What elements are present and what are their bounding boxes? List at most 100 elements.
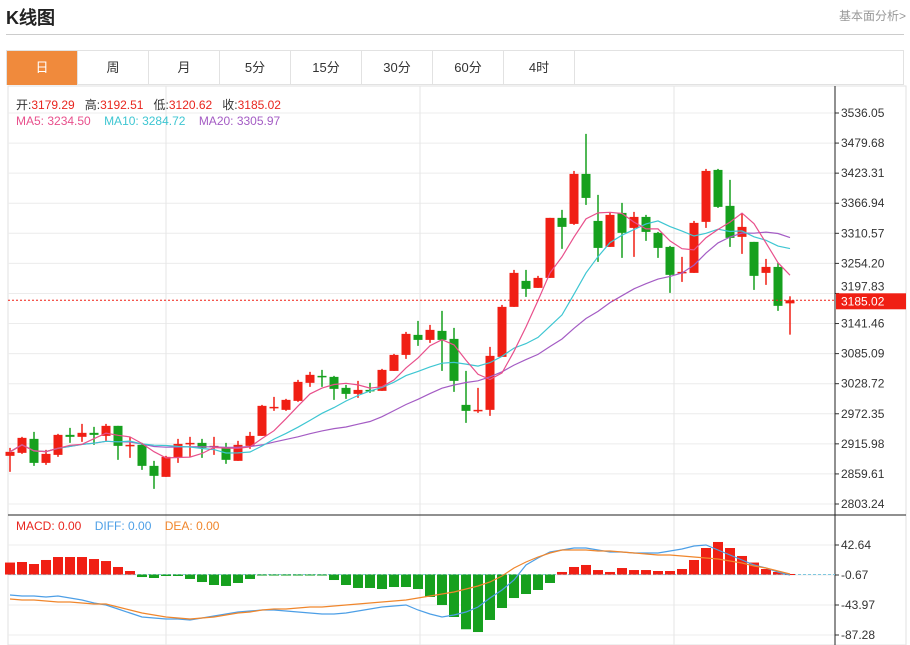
- macd-bar: [197, 574, 207, 583]
- divider: [6, 34, 904, 35]
- macd-bar: [497, 574, 507, 608]
- macd-bar: [629, 570, 639, 575]
- macd-bar: [317, 574, 327, 576]
- candle-body: [665, 246, 675, 275]
- candle-body: [617, 212, 627, 233]
- price-tick-label: 3028.72: [841, 377, 885, 391]
- price-tick-label: 2915.98: [841, 437, 885, 451]
- candle-body: [653, 232, 663, 248]
- candle-body: [53, 434, 63, 455]
- tab-30min[interactable]: 30分: [362, 51, 433, 85]
- candle: [581, 133, 591, 205]
- macd-bar: [641, 570, 651, 575]
- macd-bar: [329, 574, 339, 581]
- tab-15min[interactable]: 15分: [291, 51, 362, 85]
- low-label: 低:: [153, 98, 169, 112]
- candle-body: [713, 169, 723, 207]
- candle: [293, 379, 303, 402]
- macd-bar: [209, 574, 219, 585]
- macd-bar: [89, 559, 99, 575]
- tab-day[interactable]: 日: [7, 51, 78, 85]
- candle: [713, 168, 723, 208]
- macd-bar: [425, 574, 435, 597]
- candle: [533, 275, 543, 288]
- macd-bar: [689, 559, 699, 575]
- candle: [605, 212, 615, 247]
- candle: [209, 436, 219, 455]
- candle: [497, 304, 507, 357]
- macd-bar: [365, 574, 375, 588]
- candle-body: [245, 435, 255, 446]
- candle-body: [173, 443, 183, 458]
- macd-bar: [545, 574, 555, 583]
- last-price-label: 3185.02: [841, 294, 885, 308]
- candle-body: [497, 306, 507, 357]
- ohlc-legend: 开:3179.29 高:3192.51 低:3120.62 收:3185.02: [16, 96, 281, 113]
- macd-bar: [293, 574, 303, 576]
- price-tick-label: 2859.61: [841, 467, 885, 481]
- macd-bar: [53, 557, 63, 575]
- candle: [53, 433, 63, 457]
- candle-body: [701, 170, 711, 222]
- tab-month[interactable]: 月: [149, 51, 220, 85]
- candle-body: [125, 444, 135, 447]
- tab-60min[interactable]: 60分: [433, 51, 504, 85]
- tab-5min[interactable]: 5分: [220, 51, 291, 85]
- macd-bar: [437, 574, 447, 606]
- dea-line: [9, 549, 791, 620]
- candle-body: [341, 387, 351, 394]
- close-label: 收:: [222, 98, 238, 112]
- candle-body: [461, 404, 471, 411]
- candle: [641, 214, 651, 241]
- macd-bar: [509, 574, 519, 599]
- open-label: 开:: [16, 98, 32, 112]
- candle: [257, 404, 267, 436]
- candle-body: [485, 355, 495, 410]
- candle-body: [425, 329, 435, 340]
- price-tick-label: 3536.05: [841, 106, 885, 120]
- ma10-line: [9, 220, 791, 454]
- candle-body: [149, 465, 159, 476]
- price-tick-label: 3479.68: [841, 136, 885, 150]
- candle: [125, 436, 135, 458]
- fundamental-analysis-link[interactable]: 基本面分析>: [838, 9, 906, 23]
- candle-body: [161, 456, 171, 477]
- candle: [569, 170, 579, 225]
- macd-bar: [233, 574, 243, 583]
- macd-bar: [5, 562, 15, 575]
- candle-body: [41, 453, 51, 463]
- macd-bar: [221, 574, 231, 586]
- candle: [557, 209, 567, 249]
- macd-bar: [533, 574, 543, 590]
- tab-week[interactable]: 周: [78, 51, 149, 85]
- candle: [5, 447, 15, 472]
- macd-bar: [29, 564, 39, 575]
- macd-bar: [341, 574, 351, 585]
- candle-body: [437, 330, 447, 340]
- candle: [593, 194, 603, 262]
- ma5-value: MA5: 3234.50: [16, 114, 91, 128]
- macd-bar: [113, 566, 123, 575]
- macd-bar: [749, 562, 759, 575]
- macd-bar: [101, 561, 111, 575]
- price-tick-label: 2803.24: [841, 497, 885, 511]
- candle: [449, 327, 459, 392]
- macd-bar: [521, 574, 531, 595]
- candle: [173, 438, 183, 463]
- candle-body: [605, 214, 615, 247]
- macd-bar: [305, 574, 315, 576]
- candle: [509, 269, 519, 307]
- macd-bar: [413, 574, 423, 590]
- price-tick-label: 3197.83: [841, 279, 885, 293]
- macd-bar: [605, 571, 615, 575]
- price-tick-label: 3310.57: [841, 226, 885, 240]
- macd-value: MACD: 0.00: [16, 519, 82, 533]
- candle: [677, 256, 687, 282]
- tab-4hour[interactable]: 4时: [504, 51, 575, 85]
- ma10-value: MA10: 3284.72: [104, 114, 186, 128]
- candle-body: [221, 447, 231, 460]
- candle: [629, 211, 639, 257]
- macd-bar: [701, 548, 711, 575]
- candle: [389, 353, 399, 371]
